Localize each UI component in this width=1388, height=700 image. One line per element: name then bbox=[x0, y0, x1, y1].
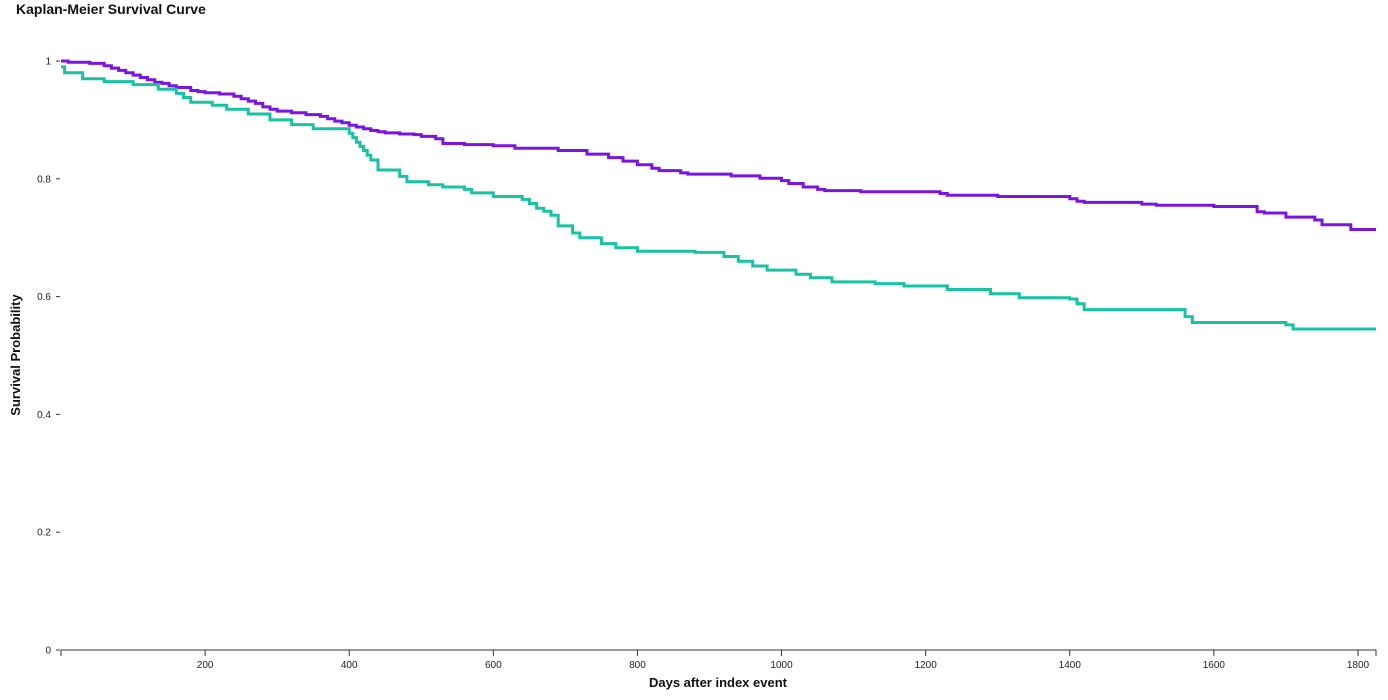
y-tick-label: 0.4 bbox=[37, 410, 51, 421]
survival-curve-1 bbox=[61, 59, 1376, 231]
y-tick-label: 0 bbox=[45, 646, 51, 657]
axes: 200 400 600 800 1000 1200 1400 1600 1800 0 0.2 0.4 0… bbox=[37, 57, 1377, 671]
x-tick-label: 1800 bbox=[1347, 660, 1370, 671]
survival-curve-2 bbox=[61, 65, 1376, 331]
series-group bbox=[61, 59, 1376, 331]
x-tick-label: 1200 bbox=[915, 660, 938, 671]
y-tick-label: 0.2 bbox=[37, 528, 51, 539]
y-tick-label: 0.6 bbox=[37, 292, 51, 303]
y-axis-title: Survival Probability bbox=[8, 294, 23, 416]
x-tick-label: 1400 bbox=[1059, 660, 1082, 671]
y-tick-label: 0.8 bbox=[37, 174, 51, 185]
x-tick-label: 200 bbox=[197, 660, 214, 671]
x-tick-label: 1000 bbox=[770, 660, 793, 671]
x-tick-label: 600 bbox=[485, 660, 502, 671]
x-axis-title: Days after index event bbox=[649, 675, 788, 690]
chart-title: Kaplan-Meier Survival Curve bbox=[16, 1, 206, 17]
x-tick-label: 800 bbox=[629, 660, 646, 671]
x-tick-label: 1600 bbox=[1203, 660, 1226, 671]
y-tick-label: 1 bbox=[45, 57, 51, 68]
x-tick-label: 400 bbox=[341, 660, 358, 671]
